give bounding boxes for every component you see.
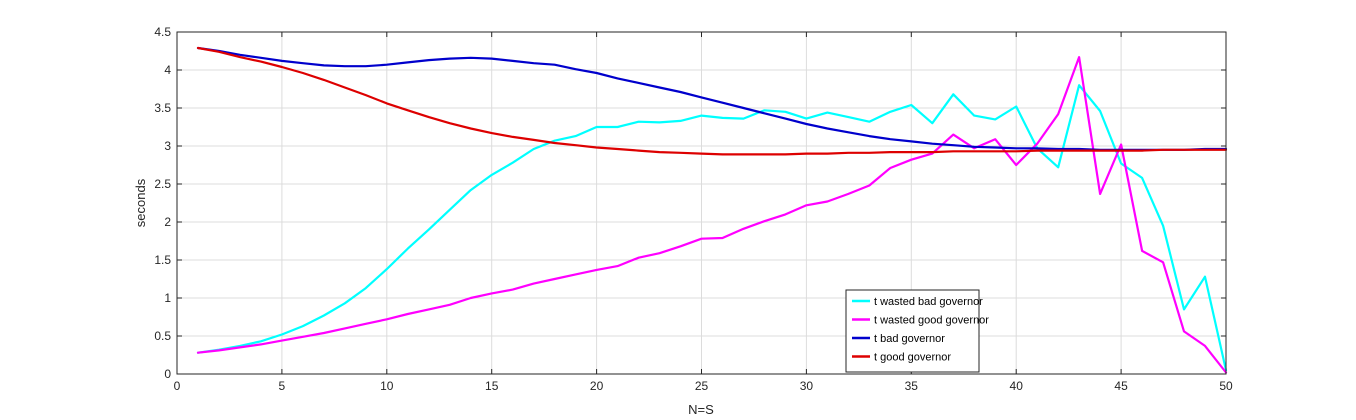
legend: t wasted bad governor t wasted good gover…	[845, 289, 989, 373]
x-axis-label: N=S	[688, 402, 714, 417]
x-tick-label: 45	[1114, 379, 1128, 393]
x-tick-label: 5	[279, 379, 286, 393]
x-tick-label: 25	[695, 379, 709, 393]
y-axis-label: seconds	[133, 178, 148, 227]
y-tick-label: 1.5	[154, 253, 171, 267]
legend-label-0: t wasted bad governor	[874, 296, 983, 308]
x-tick-label: 50	[1219, 379, 1233, 393]
series-line-3	[196, 46, 1228, 156]
series-line-1	[196, 55, 1228, 374]
ticks: 0 5 10 15 20 25 30 35 40 45 50 0 0.5 1 1.5 2 2.5 3 3.5 4 4.5	[154, 25, 1233, 393]
y-tick-label: 0	[164, 367, 171, 381]
x-tick-label: 40	[1010, 379, 1024, 393]
y-tick-label: 0.5	[154, 329, 171, 343]
y-tick-label: 2.5	[154, 177, 171, 191]
series-line-0	[196, 84, 1228, 372]
legend-label-3: t good governor	[874, 352, 951, 364]
x-tick-label: 0	[174, 379, 181, 393]
y-tick-label: 2	[164, 215, 171, 229]
legend-label-2: t bad governor	[874, 333, 945, 345]
x-tick-label: 30	[800, 379, 814, 393]
legend-label-1: t wasted good governor	[874, 315, 989, 327]
series-layer	[196, 46, 1228, 374]
y-tick-label: 4	[164, 63, 171, 77]
y-tick-label: 3	[164, 139, 171, 153]
x-tick-label: 35	[905, 379, 919, 393]
x-tick-label: 20	[590, 379, 604, 393]
y-tick-label: 4.5	[154, 25, 171, 39]
series-line-2	[196, 46, 1228, 151]
legend-box	[845, 289, 980, 373]
x-tick-label: 15	[485, 379, 499, 393]
y-tick-label: 3.5	[154, 101, 171, 115]
x-tick-label: 10	[380, 379, 394, 393]
y-tick-label: 1	[164, 291, 171, 305]
